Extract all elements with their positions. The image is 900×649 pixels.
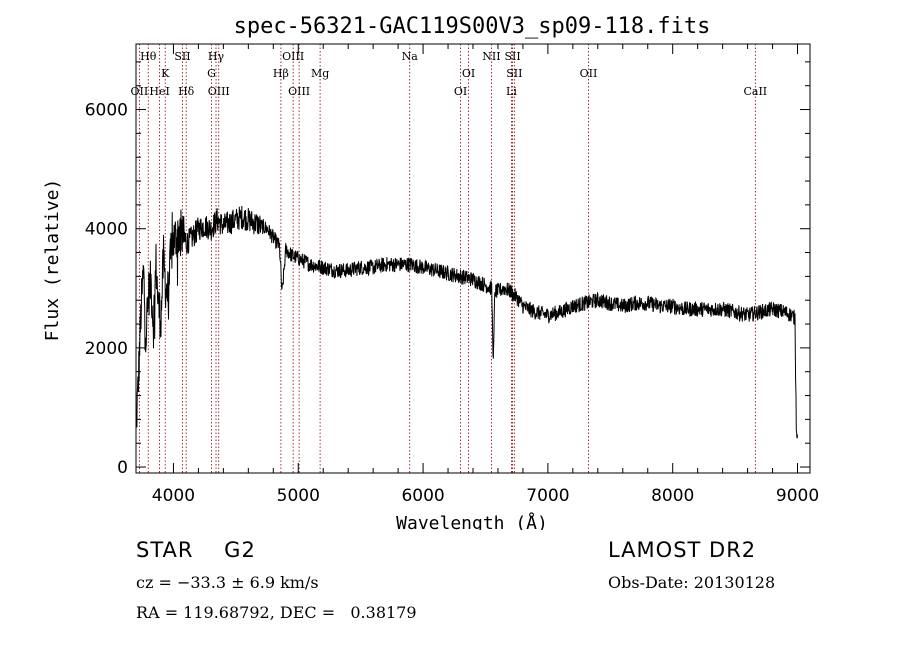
x-tick-label: 6000 <box>401 486 444 506</box>
line-label-5: Hδ <box>178 85 195 98</box>
line-label-7: G <box>207 67 216 80</box>
y-tick-label: 2000 <box>85 339 128 359</box>
plot-frame <box>135 43 811 474</box>
line-labels-layer: HθOIIKHeISIIHδHγGOIIIOIIIHβOIIIMgNaOIOIN… <box>131 50 768 98</box>
line-label-17: SII <box>504 50 520 63</box>
line-label-8: OIII <box>208 85 230 98</box>
axis-ticks <box>136 44 810 473</box>
spectrum-chart: spec-56321-GAC119S00V3_sp09-118.fits Hθ O… <box>42 14 819 530</box>
line-label-19: Li <box>506 85 517 98</box>
x-axis-label: Wavelength (Å) <box>396 512 548 530</box>
line-label-20: OII <box>580 67 598 80</box>
line-label-16: NII <box>482 50 500 63</box>
x-tick-label: 8000 <box>651 486 694 506</box>
spectrum-line <box>135 205 798 439</box>
line-label-6: Hγ <box>208 50 225 63</box>
line-label-10: Hβ <box>273 67 289 80</box>
y-axis-label: Flux (relative) <box>42 179 63 342</box>
x-tick-label: 9000 <box>776 486 819 506</box>
coordinates: RA = 119.68792, DEC = 0.38179 <box>136 603 417 622</box>
line-label-18: SII <box>506 67 522 80</box>
line-label-1: OII <box>131 85 149 98</box>
x-tick-label: 5000 <box>277 486 320 506</box>
line-label-11: OIII <box>288 85 310 98</box>
survey-name: LAMOST DR2 <box>608 538 757 562</box>
x-tick-label: 7000 <box>526 486 569 506</box>
line-label-15: OI <box>454 85 467 98</box>
observation-date: Obs-Date: 20130128 <box>608 573 776 592</box>
chart-title: spec-56321-GAC119S00V3_sp09-118.fits <box>234 14 711 39</box>
y-tick-label: 0 <box>117 458 128 478</box>
axis-tick-labels: 4000 5000 6000 7000 8000 9000 0 2000 4000 6000 <box>85 101 819 506</box>
redshift-value: cz = −33.3 ± 6.9 km/s <box>136 573 319 592</box>
spectral-class: STAR G2 <box>136 538 256 562</box>
line-label-4: SII <box>174 50 190 63</box>
y-tick-label: 4000 <box>85 220 128 240</box>
line-label-21: CaII <box>743 85 767 98</box>
emission-lines-layer <box>138 44 756 473</box>
line-label-13: Na <box>402 50 419 63</box>
y-tick-label: 6000 <box>85 101 128 121</box>
line-label-2: K <box>161 67 170 80</box>
line-label-12: Mg <box>311 67 329 80</box>
x-tick-label: 4000 <box>152 486 195 506</box>
line-label-3: HeI <box>149 85 169 98</box>
line-label-0: Hθ <box>140 50 157 63</box>
line-label-9: OIII <box>282 50 304 63</box>
line-label-14: OI <box>462 67 475 80</box>
